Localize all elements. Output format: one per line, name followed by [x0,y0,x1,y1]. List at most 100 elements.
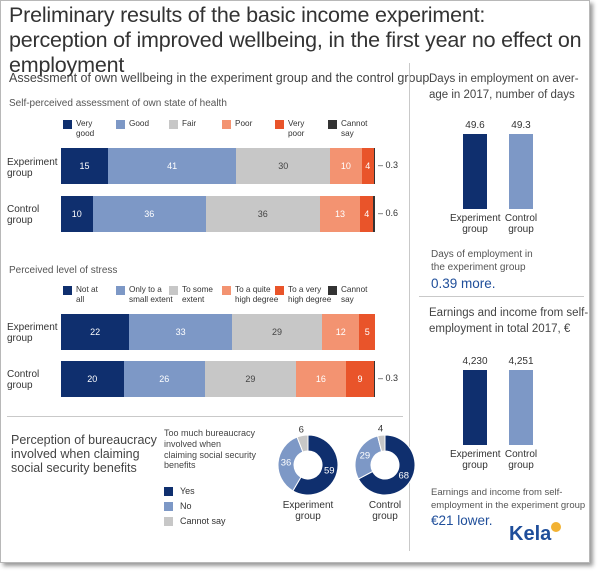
health-bar-segment [92,196,206,232]
bureaucracy-heading: Perception of bureaucracy involved when … [11,433,157,475]
stress-bar-value-label: 9 [357,374,363,384]
legend-label-line: say [341,294,354,304]
health-bar-segment [374,148,376,184]
stress-bar-value-label: 22 [90,327,101,337]
horizontal-divider-right [419,296,584,297]
stress-bar-segment [129,314,232,350]
legend-label-line: high degree [235,294,279,304]
health-row-label-experiment: Experiment group [7,157,58,179]
health-bar-segment [330,148,362,184]
legend-label: Cannot say [341,285,367,304]
health-bar-value-label: 15 [79,161,90,171]
stress-bar-segment [295,361,346,397]
legend-swatch [222,120,231,129]
page-title: Preliminary results of the basic income … [9,3,582,77]
category-label-line: Control [504,449,538,460]
health-bar-segment [236,148,331,184]
earnings-value-label: 4,251 [508,356,534,367]
earnings-chart: 4,230 Experiment group 4,251 Control group [441,345,571,480]
donut-experiment [277,434,339,496]
health-bar-segment [361,148,375,184]
stress-bar-value-label: 26 [159,374,170,384]
health-bar-value-label: 4 [364,209,370,219]
category-label-line: group [462,460,488,471]
stress-bar-segment [61,361,124,397]
legend-label-line: small extent [129,294,173,304]
donut-control [354,434,416,496]
donut-control-label: Control group [368,500,402,522]
legend-item-cannot-say: Cannot say [164,514,226,529]
health-bar-segment [373,196,375,232]
stress-bar-segment [322,314,360,350]
health-bar-value-label: – 0.3 [378,160,399,170]
health-bar-value-label: 36 [257,209,268,219]
legend-label-line: Very [76,119,93,128]
employment-highlight: 0.39 more. [431,276,496,291]
legend-label-line: To some [182,285,213,294]
stress-bar-value-label: 29 [245,374,256,384]
donut-slice [357,434,416,496]
health-bar-segment [360,196,374,232]
earnings-note: Earnings and income from self- employmen… [431,487,586,511]
earnings-heading: Earnings and income from self- employmen… [429,307,589,335]
health-row-label-control: Control group [7,204,40,226]
legend-label: Very poor [288,119,304,138]
health-bar-segment [61,148,108,184]
donut-control-labels: 68 29 4 [354,424,416,496]
stress-bar-segment [374,361,376,397]
health-bar-segment [107,148,237,184]
category-label-line: Experiment [450,449,501,460]
employment-note: Days of employment in the experiment gro… [431,249,533,273]
earnings-bar [509,370,533,445]
legend-swatch [63,120,72,129]
stress-bar-value-label: 29 [272,327,283,337]
donut-value-label: 6 [298,424,304,436]
donut-experiment-labels: 59 36 6 [277,424,339,496]
legend-label-line: Good [129,119,150,128]
legend-swatch [222,286,231,295]
category-label-line: group [508,460,534,471]
legend-swatch [169,286,178,295]
donut-slice [292,434,339,496]
health-bar-value-label: 36 [144,209,155,219]
earnings-value-label: 4,230 [462,356,488,368]
health-bar-value-label: 4 [365,161,371,171]
legend-label-line: To a very [288,285,322,294]
bureaucracy-question: Too much bureaucracy involved when claim… [164,428,257,471]
donut-value-label: 59 [323,465,335,477]
infographic-frame: Preliminary results of the basic income … [0,0,590,563]
earnings-category-label: Experiment group [450,449,501,471]
stress-row-label-control: Control group [7,369,40,391]
stress-bar-value-label: 12 [335,327,346,337]
legend-swatch [164,517,173,526]
health-bar-segment [206,196,320,232]
legend-label: Poor [235,119,252,129]
donut-slice [377,434,386,453]
bureaucracy-legend: Yes No Cannot say [164,484,226,529]
health-bar-segment [61,196,93,232]
legend-label: To a quite high degree [235,285,278,304]
employment-category-label: Control group [496,213,546,235]
legend-label: Not at all [76,285,98,304]
stress-bar-segment [123,361,205,397]
legend-label-line: poor [288,128,305,138]
legend-swatch [116,286,125,295]
stress-bar-segment [61,314,130,350]
stress-bar-segment [359,314,375,350]
wellbeing-heading: Assessment of own wellbeing in the exper… [9,71,430,85]
stress-legend: Not at all Only to a small extent To some ext… [63,285,393,311]
legend-label: Cannot say [341,119,367,138]
legend-label-line: Cannot [341,285,368,294]
health-bar-experiment: 15 41 30 10 4 – 0.3 [61,148,398,184]
legend-label-line: Poor [235,119,253,128]
legend-label: To a very high degree [288,285,331,304]
legend-swatch [116,120,125,129]
stress-bar-segment [345,361,375,397]
health-bar-control: 10 36 36 13 4 – 0.6 [61,196,398,232]
legend-label-line: Cannot [341,119,368,128]
stress-row-label-experiment: Experiment group [7,322,58,344]
employment-bar [463,134,487,209]
donut-slice [296,434,309,453]
employment-value-label: 49.6 [465,120,485,131]
legend-label-line: extent [182,294,205,304]
